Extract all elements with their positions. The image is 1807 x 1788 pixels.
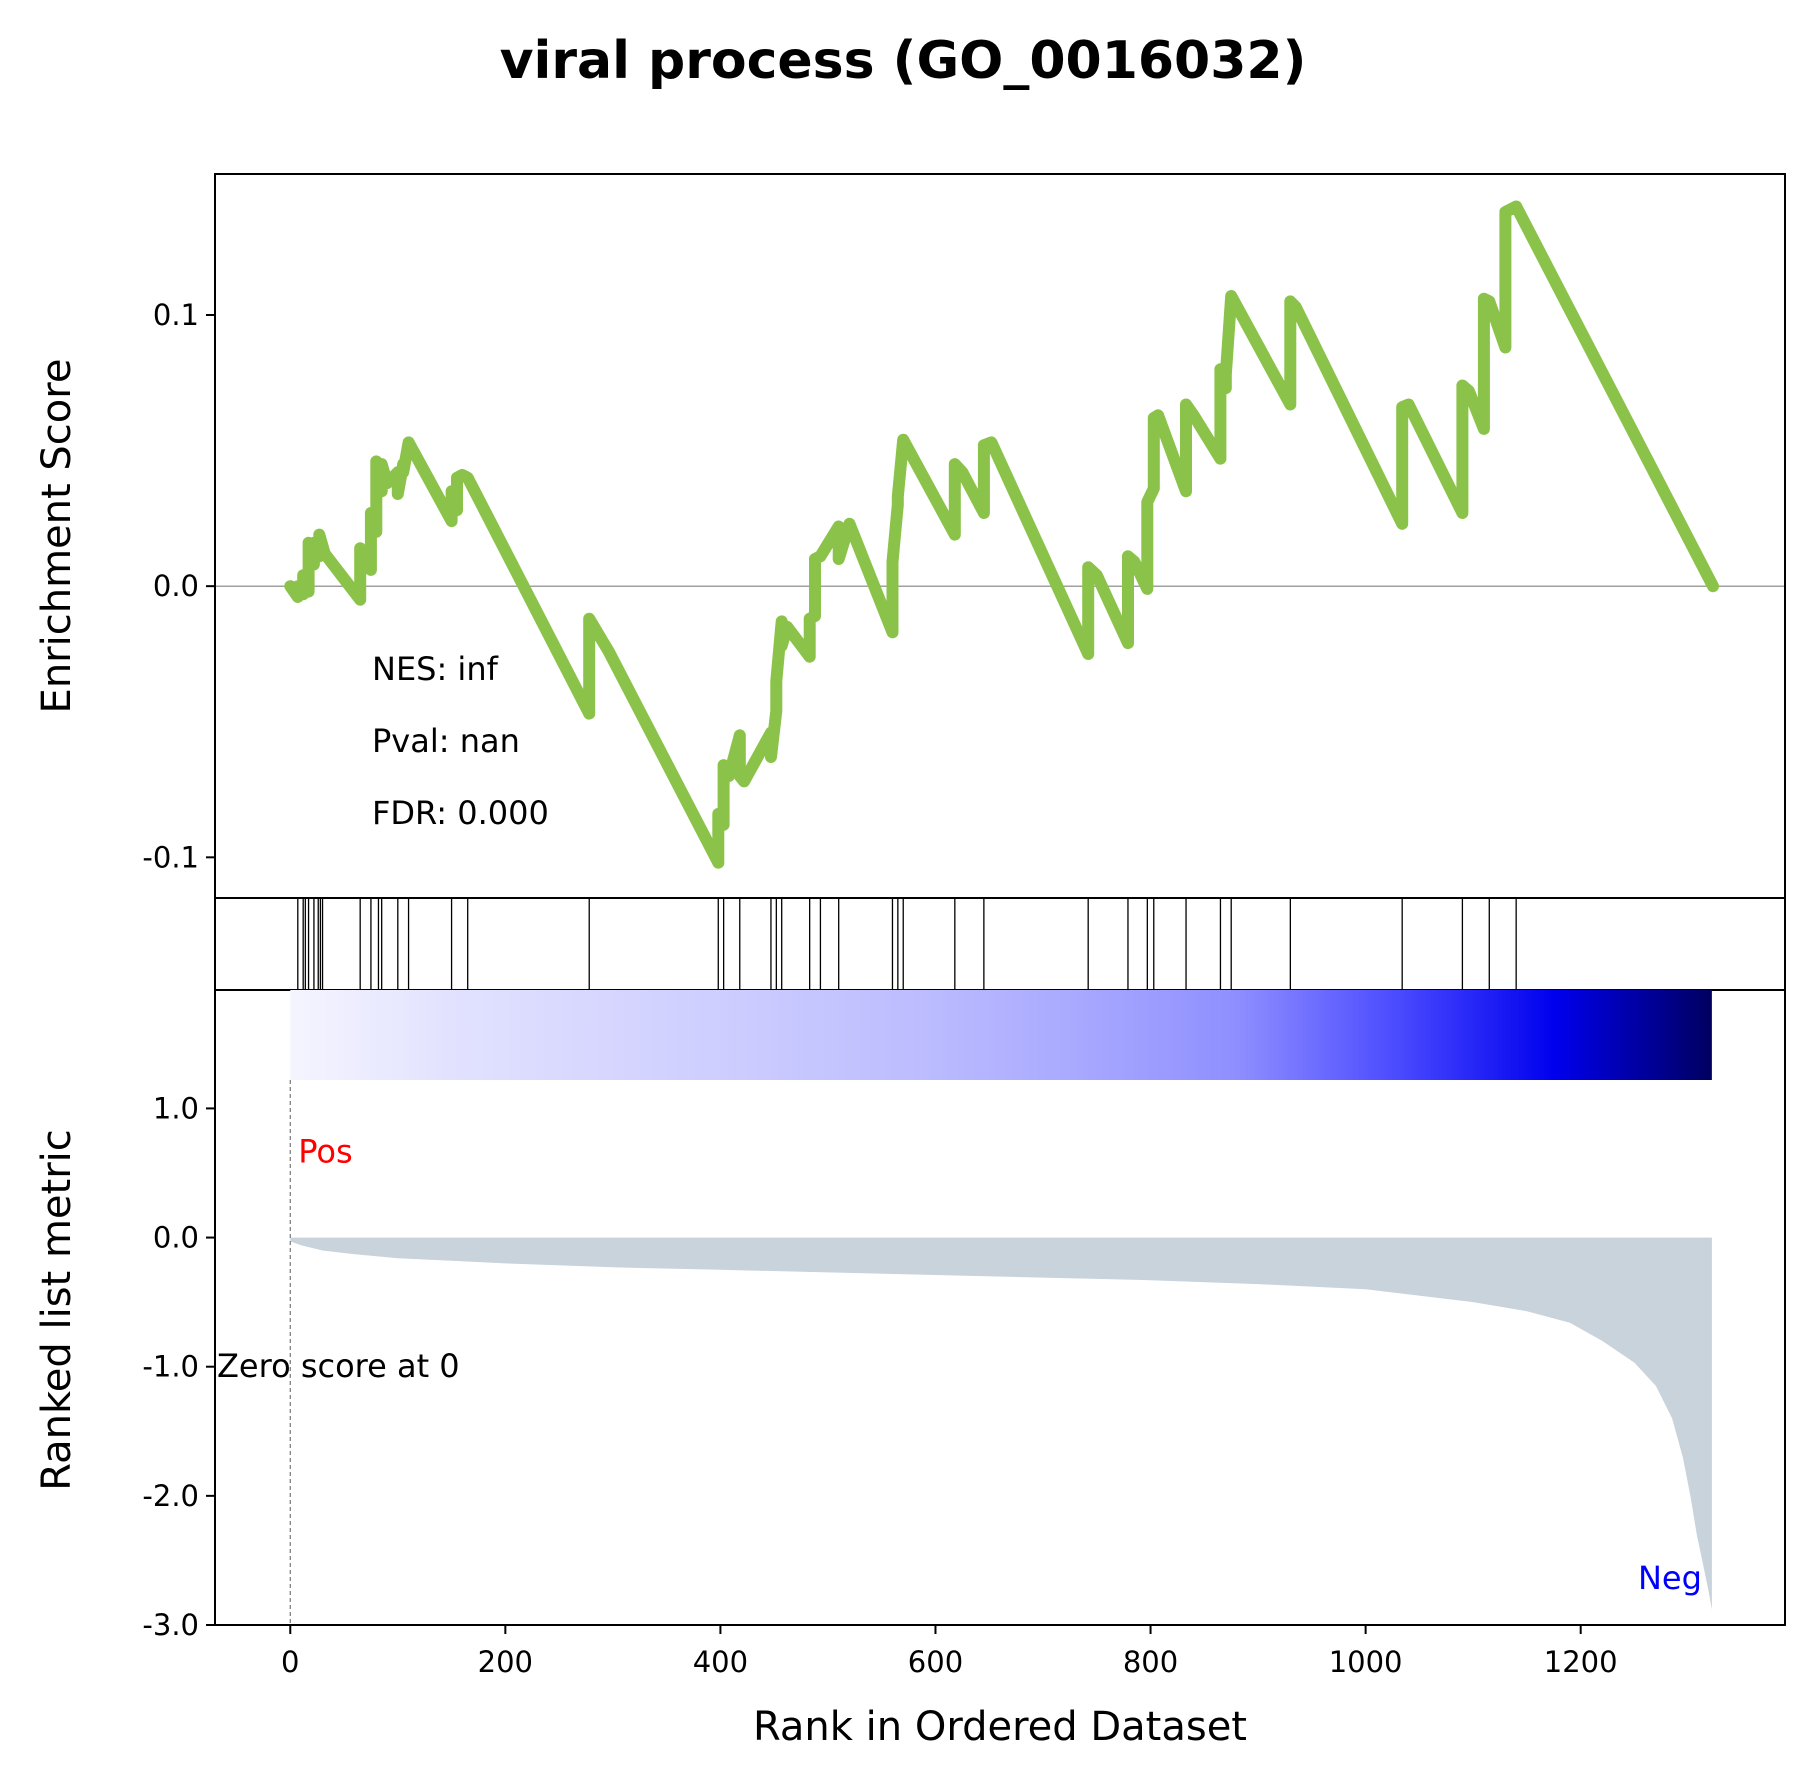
ranked-y-tick-label: 0.0 bbox=[153, 1221, 199, 1255]
x-axis-label: Rank in Ordered Dataset bbox=[753, 1704, 1247, 1750]
ranked-axes-frame bbox=[214, 990, 1786, 1626]
zero-score-label: Zero score at 0 bbox=[217, 1347, 460, 1385]
x-tick-label: 400 bbox=[693, 1645, 748, 1679]
enrichment-y-tick-label: 0.1 bbox=[153, 298, 199, 332]
chart-title: viral process (GO_0016032) bbox=[500, 31, 1307, 91]
enrichment-y-axis-label: Enrichment Score bbox=[34, 359, 80, 714]
ranked-y-tick-label: -3.0 bbox=[142, 1608, 199, 1642]
ranked-y-tick-label: -1.0 bbox=[142, 1350, 199, 1384]
enrichment-y-tick-label: -0.1 bbox=[142, 840, 199, 874]
pval-annotation: Pval: nan bbox=[372, 722, 520, 760]
rank-color-gradient-bar bbox=[290, 990, 1712, 1080]
ranked-y-tick-label: -2.0 bbox=[142, 1479, 199, 1513]
ranked-metric-panel: Pos Neg Zero score at 0 1.0 0.0 -1.0 -2.0 -3… bbox=[34, 990, 1786, 1642]
x-tick-label: 600 bbox=[908, 1645, 963, 1679]
enrichment-score-line bbox=[284, 200, 1719, 869]
enrichment-y-tick-label: 0.0 bbox=[153, 569, 199, 603]
ranked-metric-area bbox=[290, 1237, 1712, 1610]
ranked-y-axis: 1.0 0.0 -1.0 -2.0 -3.0 bbox=[142, 1091, 215, 1642]
enrichment-y-axis: -0.1 0.0 0.1 bbox=[142, 298, 215, 874]
enrichment-score-panel: NES: inf Pval: nan FDR: 0.000 -0.1 0.0 0.1… bbox=[34, 173, 1786, 899]
nes-annotation: NES: inf bbox=[372, 650, 499, 688]
x-tick-label: 200 bbox=[478, 1645, 533, 1679]
enrichment-statistics: NES: inf Pval: nan FDR: 0.000 bbox=[372, 650, 549, 832]
neg-label: Neg bbox=[1638, 1559, 1702, 1597]
x-tick-label: 800 bbox=[1123, 1645, 1178, 1679]
gene-hits-panel bbox=[214, 897, 1786, 991]
gene-hit-marks bbox=[297, 898, 1517, 990]
hits-axes-frame bbox=[214, 897, 1786, 991]
x-tick-label: 1200 bbox=[1544, 1645, 1618, 1679]
x-axis: 0 200 400 600 800 1000 1200 bbox=[281, 1625, 1618, 1679]
pos-label: Pos bbox=[298, 1133, 352, 1171]
fdr-annotation: FDR: 0.000 bbox=[372, 794, 549, 832]
ranked-y-axis-label: Ranked list metric bbox=[34, 1129, 80, 1491]
x-tick-label: 1000 bbox=[1329, 1645, 1403, 1679]
x-tick-label: 0 bbox=[281, 1645, 299, 1679]
ranked-y-tick-label: 1.0 bbox=[153, 1091, 199, 1125]
